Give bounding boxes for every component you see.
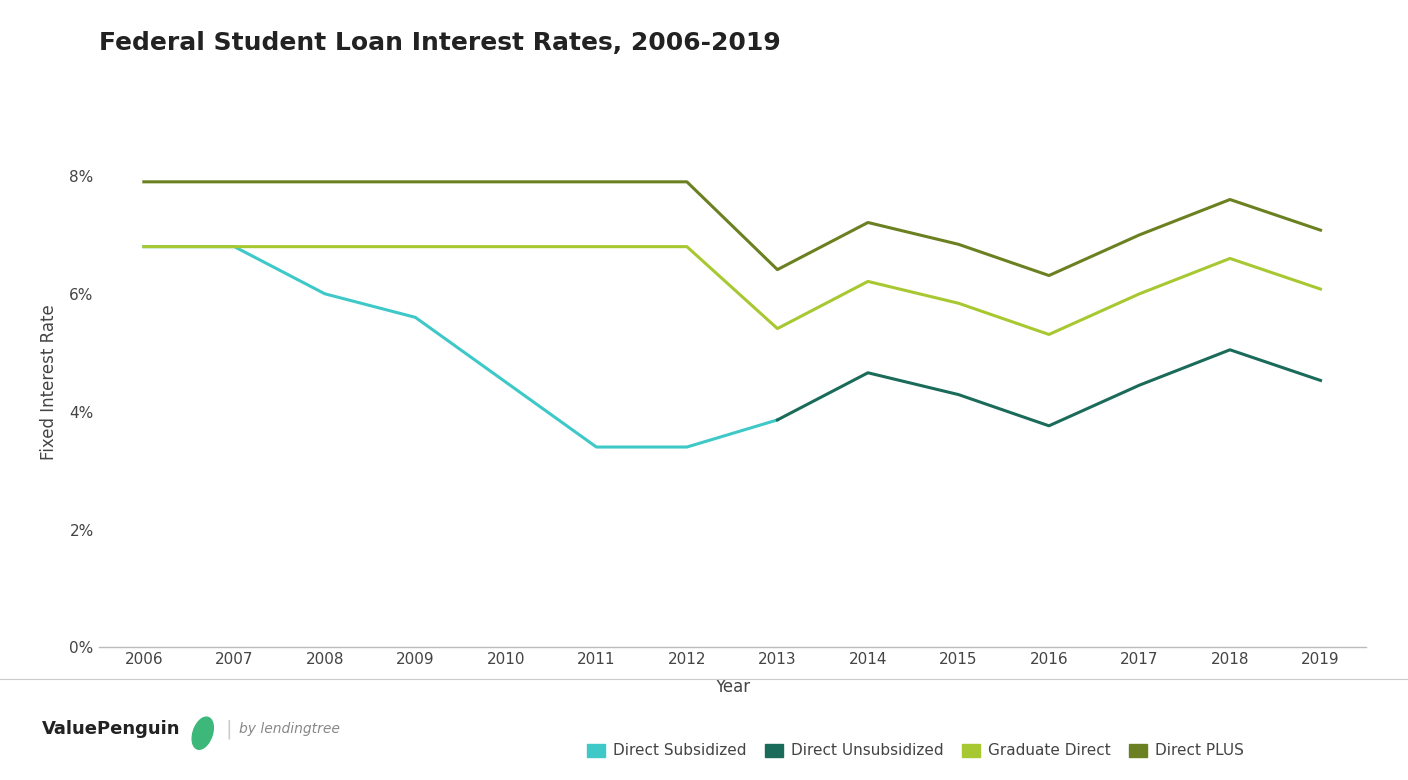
Y-axis label: Fixed Interest Rate: Fixed Interest Rate	[41, 304, 58, 460]
Text: ValuePenguin: ValuePenguin	[42, 720, 180, 739]
Text: by lendingtree: by lendingtree	[239, 722, 341, 736]
Ellipse shape	[191, 717, 214, 750]
Text: |: |	[225, 719, 232, 739]
X-axis label: Year: Year	[715, 679, 749, 697]
Text: Federal Student Loan Interest Rates, 2006-2019: Federal Student Loan Interest Rates, 200…	[99, 30, 780, 55]
Legend: Direct Subsidized, Direct Unsubsidized, Graduate Direct, Direct PLUS: Direct Subsidized, Direct Unsubsidized, …	[580, 737, 1250, 764]
